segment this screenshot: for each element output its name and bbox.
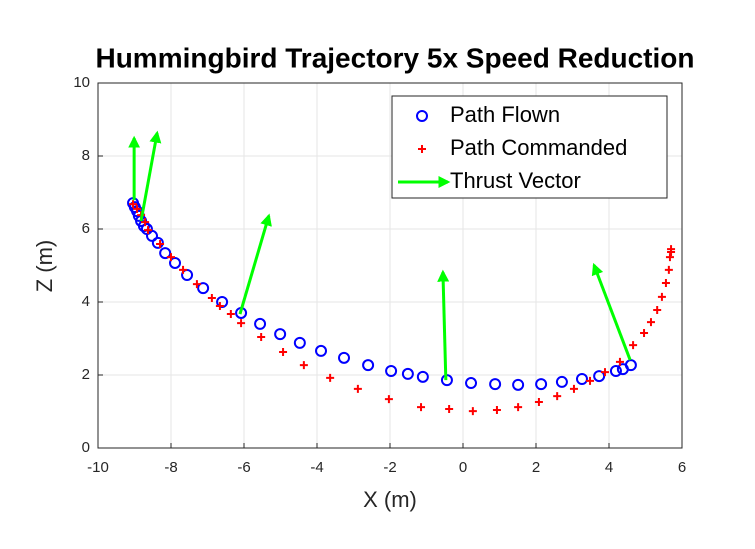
point [555,375,568,388]
point [274,328,287,341]
point [661,279,670,288]
x-tick-label: 0 [459,459,467,476]
point [279,348,288,357]
point [141,218,150,227]
x-tick-label: -4 [310,459,323,476]
point [600,368,609,377]
point [575,373,588,386]
arrow [437,269,450,381]
point [416,370,429,383]
point [609,364,622,377]
point [512,378,525,391]
x-tick-label: -6 [237,459,250,476]
y-tick-label: 2 [82,366,90,383]
point [159,247,172,260]
point [215,302,224,311]
point [615,357,624,366]
point [315,344,328,357]
point [181,268,194,281]
point [384,395,393,404]
point [146,229,159,242]
point [326,373,335,382]
point [226,310,235,319]
point [144,226,153,235]
point [534,398,543,407]
point [535,378,548,391]
point [667,245,676,254]
y-tick-label: 6 [82,220,90,237]
x-tick-label: 4 [605,459,613,476]
point [156,239,165,248]
legend-symbol [418,145,426,153]
point [624,359,637,372]
point [169,256,182,269]
point [569,384,578,393]
arrow [238,213,272,315]
point [129,200,138,209]
point [362,359,375,372]
y-tick-label: 8 [82,147,90,164]
point [401,367,414,380]
chart-title: Hummingbird Trajectory 5x Speed Reductio… [95,42,694,73]
x-tick-label: -10 [87,459,109,476]
point [586,376,595,385]
point [207,293,216,302]
point [299,361,308,370]
point [293,336,306,349]
point [445,404,454,413]
point [657,292,666,301]
arrow [139,130,162,222]
point [151,236,164,249]
point [385,364,398,377]
point [465,377,478,390]
y-tick-label: 10 [73,74,90,91]
x-tick-label: 2 [532,459,540,476]
point [417,403,426,412]
point [353,384,362,393]
point [492,406,501,415]
x-axis-label: X (m) [363,487,417,512]
point [179,265,188,274]
legend-label: Path Flown [450,102,560,127]
point [514,403,523,412]
y-tick-label: 4 [82,293,90,310]
x-tick-label: -2 [383,459,396,476]
x-tick-label: 6 [678,459,686,476]
point [653,306,662,315]
point [468,407,477,416]
point [646,318,655,327]
point [629,341,638,350]
point [553,392,562,401]
y-axis-label: Z (m) [32,240,57,293]
point [254,317,267,330]
legend-symbol [416,110,428,122]
point [664,265,673,274]
point [237,319,246,328]
point [489,378,502,391]
point [257,333,266,342]
point [197,282,210,295]
point [167,253,175,262]
point [665,253,674,262]
x-tick-label: -8 [164,459,177,476]
point [338,351,351,364]
legend-label: Thrust Vector [450,168,581,193]
point [640,329,649,338]
point [192,280,201,289]
y-tick-label: 0 [82,439,90,456]
legend-label: Path Commanded [450,135,627,160]
point [133,204,142,213]
axes-box [97,82,683,449]
arrow [591,262,632,361]
point [593,370,606,383]
